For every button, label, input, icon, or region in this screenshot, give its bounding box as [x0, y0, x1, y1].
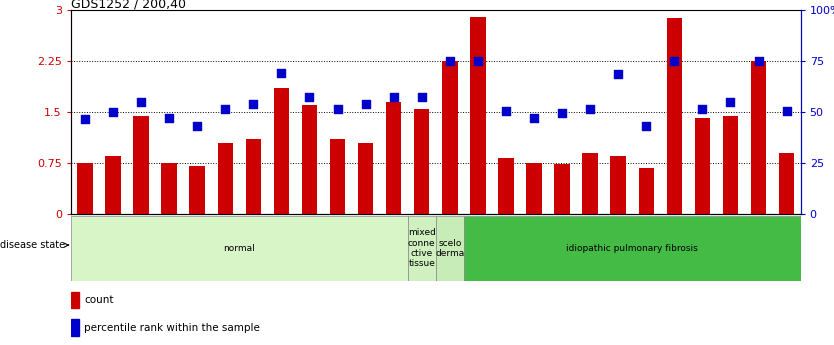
Bar [71, 216, 408, 281]
Point [500, 108, 513, 114]
Point [668, 58, 681, 64]
Bar [526, 163, 542, 214]
Point [106, 109, 119, 115]
Bar [274, 88, 289, 214]
Bar [71, 292, 79, 308]
Bar [555, 164, 570, 214]
Text: scelo
derma: scelo derma [435, 239, 465, 258]
Bar [71, 319, 79, 336]
Point [724, 99, 737, 105]
Bar [302, 105, 317, 214]
Point [780, 108, 793, 114]
Point [387, 95, 400, 100]
Point [640, 123, 653, 128]
Point [331, 106, 344, 111]
Point [611, 71, 625, 77]
Bar [133, 116, 148, 214]
Bar [78, 163, 93, 214]
Bar [723, 116, 738, 214]
Point [527, 115, 540, 120]
Bar [639, 168, 654, 214]
Bar [435, 216, 464, 281]
Point [78, 116, 92, 122]
Text: percentile rank within the sample: percentile rank within the sample [84, 323, 260, 333]
Point [696, 106, 709, 111]
Point [190, 123, 203, 128]
Point [219, 106, 232, 111]
Bar [610, 156, 626, 214]
Bar [470, 17, 485, 214]
Point [359, 101, 372, 107]
Bar [386, 102, 401, 214]
Bar [666, 19, 682, 214]
Point [584, 106, 597, 111]
Point [274, 70, 288, 76]
Bar [408, 216, 435, 281]
Bar [442, 61, 458, 214]
Bar [751, 61, 766, 214]
Bar [498, 158, 514, 214]
Point [134, 99, 148, 105]
Bar [582, 153, 598, 214]
Bar [105, 156, 121, 214]
Bar [695, 118, 710, 214]
Text: idiopathic pulmonary fibrosis: idiopathic pulmonary fibrosis [566, 244, 698, 253]
Text: GDS1252 / 200,40: GDS1252 / 200,40 [71, 0, 186, 10]
Point [163, 115, 176, 120]
Bar [245, 139, 261, 214]
Text: mixed
conne
ctive
tissue: mixed conne ctive tissue [408, 228, 435, 268]
Point [303, 95, 316, 100]
Bar [779, 153, 794, 214]
Text: normal: normal [224, 244, 255, 253]
Text: disease state: disease state [0, 240, 68, 250]
Bar [414, 109, 430, 214]
Point [415, 95, 429, 100]
Bar [464, 216, 801, 281]
Text: count: count [84, 295, 113, 305]
Point [471, 58, 485, 64]
Bar [162, 163, 177, 214]
Bar [189, 166, 205, 214]
Point [555, 111, 569, 116]
Point [247, 101, 260, 107]
Bar [218, 143, 233, 214]
Point [752, 58, 766, 64]
Bar [358, 143, 374, 214]
Point [443, 58, 456, 64]
Bar [329, 139, 345, 214]
